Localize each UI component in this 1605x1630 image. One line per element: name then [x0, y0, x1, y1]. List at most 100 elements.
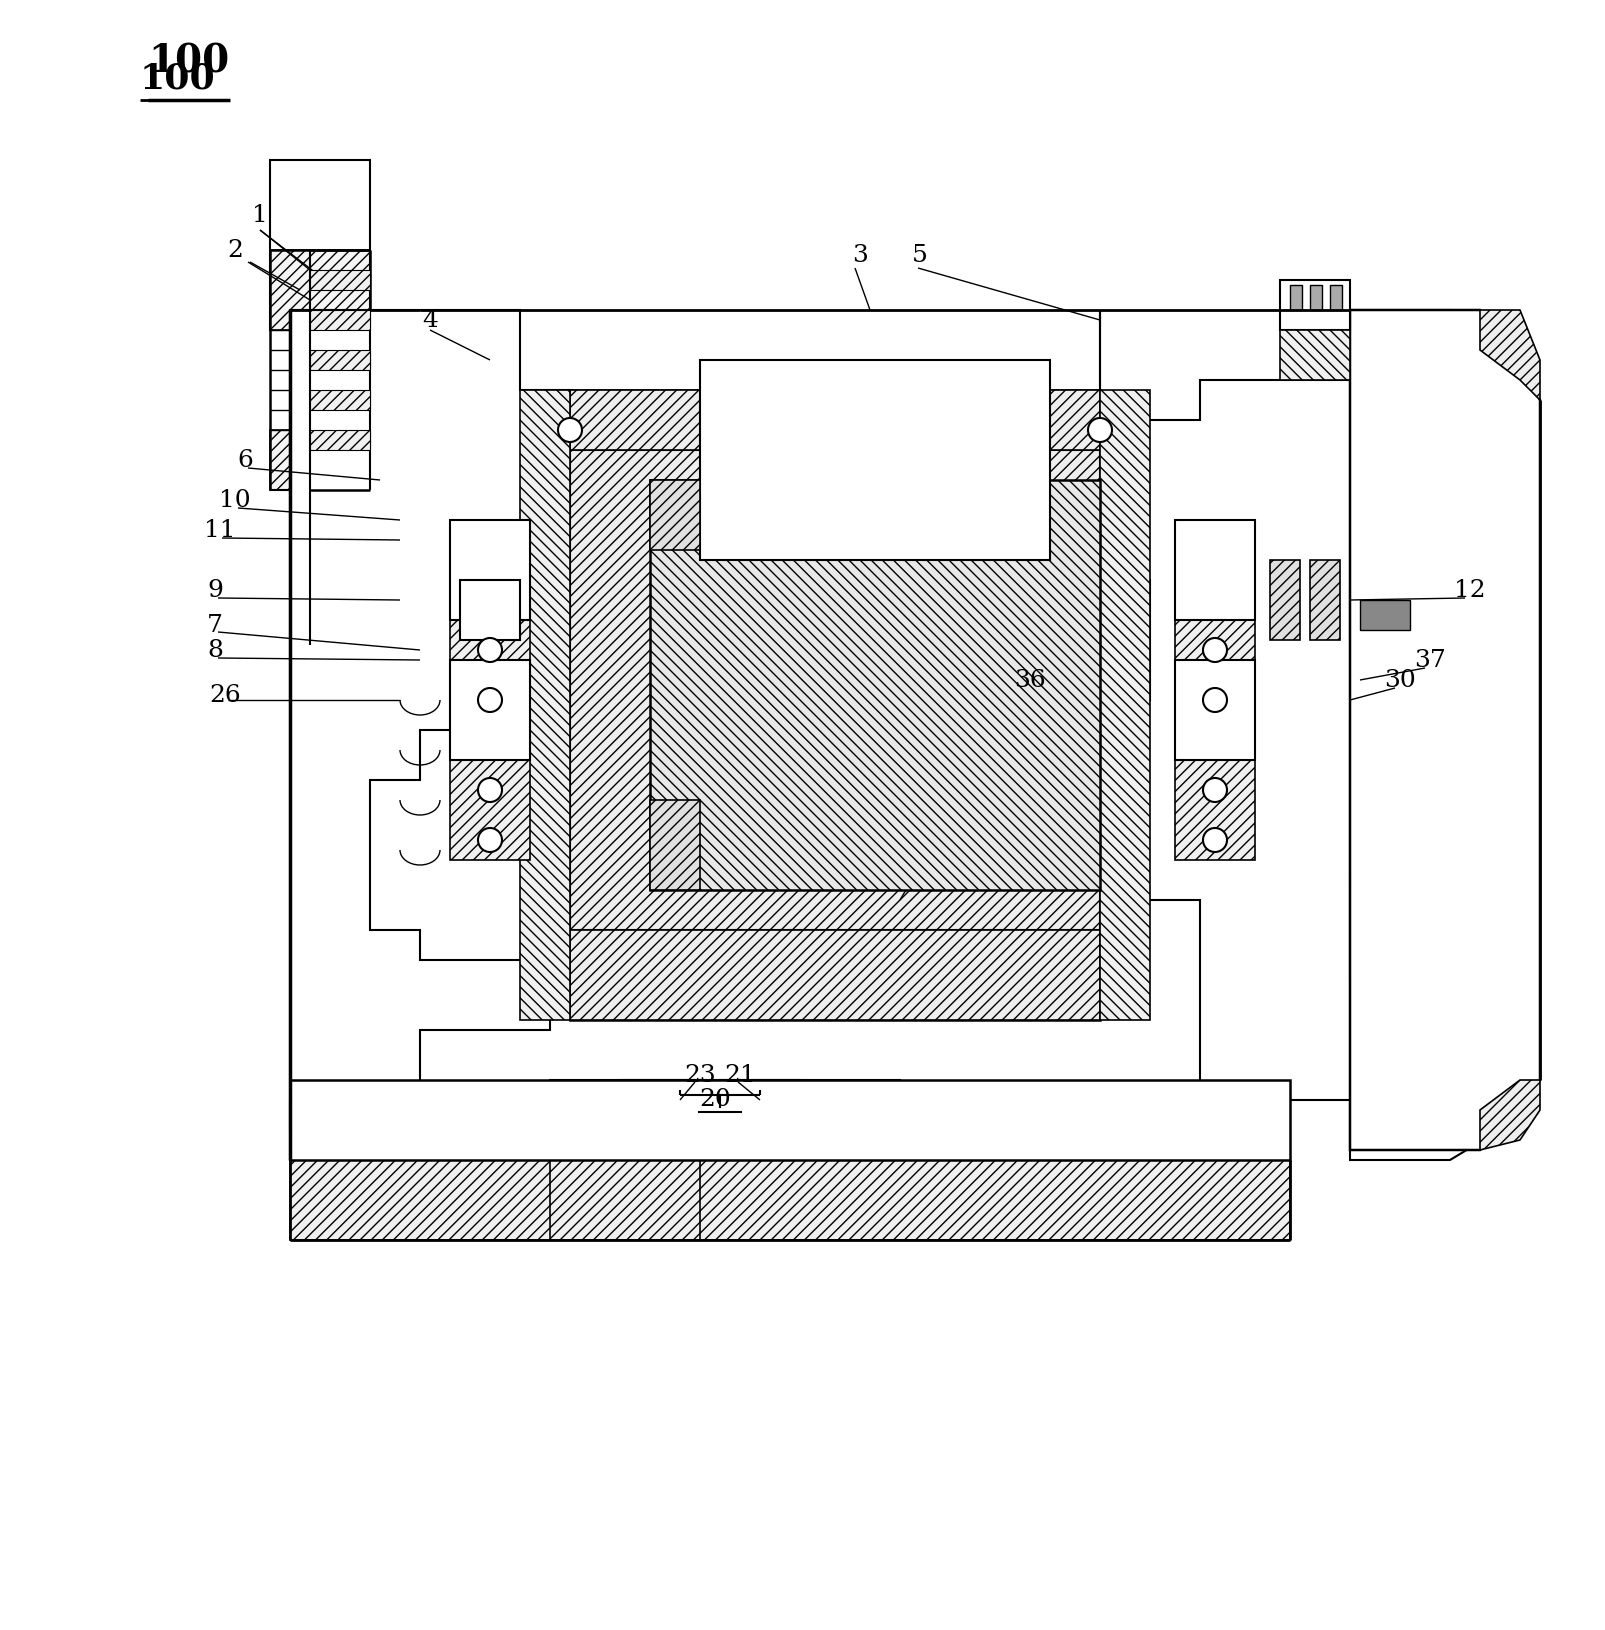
Bar [1310, 561, 1339, 641]
Polygon shape [300, 249, 340, 271]
Text: 8: 8 [207, 639, 223, 662]
Bar [1310, 285, 1321, 310]
Polygon shape [291, 1161, 1289, 1240]
Polygon shape [310, 271, 369, 290]
Bar [1270, 561, 1298, 641]
Text: 7: 7 [207, 613, 223, 636]
Bar [1279, 280, 1350, 329]
Text: 100: 100 [140, 60, 215, 95]
Bar [1428, 742, 1448, 760]
Bar [700, 360, 1050, 561]
Bar [270, 160, 369, 329]
Polygon shape [449, 619, 530, 720]
Bar [1428, 802, 1448, 820]
Polygon shape [310, 249, 350, 271]
Text: 3: 3 [852, 243, 867, 266]
Text: 30: 30 [1384, 668, 1416, 691]
Polygon shape [650, 800, 700, 890]
Bar [291, 1081, 1289, 1161]
Bar [1175, 660, 1254, 760]
Polygon shape [520, 390, 570, 1020]
Polygon shape [291, 310, 650, 1161]
Circle shape [1087, 417, 1111, 442]
Text: 21: 21 [724, 1063, 756, 1087]
Polygon shape [340, 249, 369, 271]
Text: 23: 23 [684, 1063, 716, 1087]
Polygon shape [291, 249, 329, 271]
Bar [1379, 742, 1396, 760]
Polygon shape [1350, 310, 1539, 1151]
Bar [459, 580, 520, 641]
Polygon shape [270, 249, 369, 329]
Bar [1289, 285, 1302, 310]
Polygon shape [1480, 1081, 1539, 1151]
Polygon shape [570, 450, 1099, 931]
Text: 5: 5 [912, 243, 928, 266]
Polygon shape [1279, 329, 1350, 380]
Bar [1329, 285, 1342, 310]
Circle shape [478, 828, 502, 852]
Bar [449, 660, 530, 760]
Bar [1175, 520, 1254, 619]
Bar [620, 1081, 700, 1120]
Text: 20: 20 [698, 1089, 730, 1112]
Circle shape [478, 778, 502, 802]
Polygon shape [1350, 720, 1480, 880]
Text: 37: 37 [1414, 649, 1445, 672]
Circle shape [478, 637, 502, 662]
Polygon shape [319, 249, 360, 271]
Polygon shape [1175, 619, 1254, 720]
Text: 4: 4 [422, 308, 438, 331]
Bar [1404, 742, 1422, 760]
Circle shape [1202, 637, 1226, 662]
Circle shape [478, 688, 502, 712]
Text: 12: 12 [1453, 579, 1485, 601]
Polygon shape [449, 760, 530, 861]
Text: 2: 2 [226, 238, 242, 261]
Polygon shape [350, 249, 369, 271]
Text: 9: 9 [207, 579, 223, 601]
Polygon shape [1350, 880, 1480, 980]
Circle shape [557, 417, 581, 442]
Polygon shape [1359, 600, 1409, 631]
Polygon shape [570, 390, 1099, 450]
Polygon shape [329, 249, 369, 271]
Polygon shape [310, 310, 369, 329]
Text: 100: 100 [148, 42, 230, 80]
Polygon shape [650, 479, 1099, 890]
Polygon shape [310, 390, 369, 411]
Polygon shape [291, 310, 421, 1161]
Circle shape [1202, 688, 1226, 712]
Polygon shape [1099, 310, 1499, 1161]
Bar [1359, 890, 1469, 950]
Polygon shape [549, 1161, 700, 1240]
Bar [1404, 802, 1422, 820]
Circle shape [1202, 778, 1226, 802]
Text: 6: 6 [238, 448, 252, 471]
Text: 10: 10 [218, 489, 250, 512]
Text: 11: 11 [204, 518, 236, 541]
Polygon shape [1480, 310, 1539, 399]
Polygon shape [1175, 760, 1254, 861]
Polygon shape [310, 350, 369, 370]
Polygon shape [310, 645, 650, 716]
Bar [570, 390, 1099, 1020]
Bar [449, 520, 530, 619]
Polygon shape [1350, 590, 1419, 641]
Polygon shape [270, 249, 310, 271]
Polygon shape [360, 249, 369, 271]
Text: 1: 1 [252, 204, 268, 227]
Bar [549, 1081, 899, 1161]
Bar [719, 1081, 799, 1120]
Polygon shape [1099, 390, 1149, 1020]
Polygon shape [270, 430, 369, 491]
Text: 26: 26 [209, 683, 241, 706]
Bar [1379, 802, 1396, 820]
Polygon shape [310, 430, 369, 450]
Text: 36: 36 [1013, 668, 1045, 691]
Polygon shape [279, 249, 319, 271]
Polygon shape [570, 931, 1099, 1020]
Polygon shape [650, 479, 700, 549]
Circle shape [1202, 828, 1226, 852]
Bar [310, 645, 650, 716]
